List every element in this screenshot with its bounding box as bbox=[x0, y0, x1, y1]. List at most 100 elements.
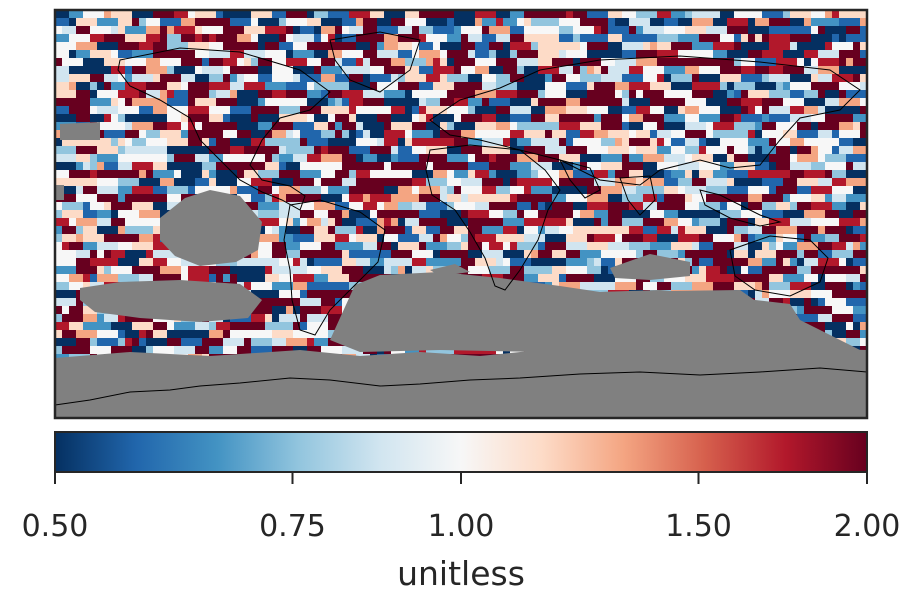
heatmap-cell bbox=[328, 10, 350, 19]
heatmap-cell bbox=[328, 146, 350, 155]
heatmap-cell bbox=[629, 98, 651, 107]
heatmap-cell bbox=[55, 170, 70, 179]
heatmap-cell bbox=[748, 194, 763, 203]
heatmap-cell bbox=[482, 98, 490, 107]
heatmap-cell bbox=[454, 138, 469, 147]
heatmap-cell bbox=[608, 202, 630, 211]
heatmap-cell bbox=[314, 10, 329, 19]
heatmap-cell bbox=[335, 122, 343, 131]
heatmap-cell bbox=[846, 258, 854, 267]
heatmap-cell bbox=[223, 330, 231, 339]
heatmap-cell bbox=[293, 178, 315, 187]
heatmap-cell bbox=[853, 162, 867, 171]
heatmap-cell bbox=[790, 202, 798, 211]
heatmap-cell bbox=[650, 82, 672, 91]
heatmap-cell bbox=[398, 18, 406, 27]
heatmap-cell bbox=[167, 330, 189, 339]
no-data-region bbox=[80, 280, 262, 322]
heatmap-cell bbox=[300, 290, 308, 299]
heatmap-cell bbox=[727, 202, 735, 211]
heatmap-cell bbox=[426, 90, 434, 99]
heatmap-cell bbox=[314, 50, 329, 59]
heatmap-cell bbox=[538, 98, 546, 107]
heatmap-cell bbox=[384, 98, 406, 107]
no-data-region bbox=[610, 254, 690, 280]
heatmap-cell bbox=[97, 42, 119, 51]
heatmap-cell bbox=[594, 130, 609, 139]
heatmap-cell bbox=[818, 154, 826, 163]
heatmap-cell bbox=[797, 186, 812, 195]
heatmap-cell bbox=[426, 114, 434, 123]
heatmap-cell bbox=[111, 138, 119, 147]
heatmap-cell bbox=[342, 154, 357, 163]
heatmap-cell bbox=[769, 18, 791, 27]
heatmap-cell bbox=[370, 10, 385, 19]
heatmap-cell bbox=[664, 114, 686, 123]
heatmap-cell bbox=[447, 202, 455, 211]
heatmap-cell bbox=[447, 194, 462, 203]
heatmap-cell bbox=[685, 90, 693, 99]
heatmap-cell bbox=[146, 338, 168, 347]
heatmap-cell bbox=[384, 10, 406, 19]
heatmap-cell bbox=[699, 210, 721, 219]
heatmap-cell bbox=[153, 122, 168, 131]
heatmap-cell bbox=[762, 242, 770, 251]
heatmap-cell bbox=[398, 226, 406, 235]
heatmap-cell bbox=[398, 138, 406, 147]
heatmap-cell bbox=[573, 202, 588, 211]
heatmap-cell bbox=[559, 154, 574, 163]
heatmap-cell bbox=[293, 74, 301, 83]
heatmap-cell bbox=[384, 42, 399, 51]
no-data-region bbox=[55, 185, 64, 200]
heatmap-cell bbox=[405, 74, 427, 83]
heatmap-cell bbox=[671, 170, 686, 179]
heatmap-cell bbox=[643, 90, 665, 99]
heatmap-cell bbox=[447, 34, 462, 43]
heatmap-cell bbox=[433, 58, 441, 67]
heatmap-cell bbox=[762, 210, 784, 219]
heatmap-cell bbox=[713, 154, 728, 163]
heatmap-cell bbox=[755, 250, 777, 259]
heatmap-cell bbox=[251, 290, 273, 299]
heatmap-cell bbox=[734, 130, 749, 139]
heatmap-cell bbox=[475, 218, 497, 227]
heatmap-cell bbox=[825, 194, 833, 203]
heatmap-cell bbox=[650, 186, 665, 195]
heatmap-cell bbox=[832, 34, 840, 43]
heatmap-cell bbox=[342, 122, 357, 131]
heatmap-cell bbox=[839, 58, 847, 67]
heatmap-cell bbox=[398, 194, 420, 203]
heatmap-cell bbox=[601, 186, 623, 195]
heatmap-cell bbox=[790, 162, 812, 171]
heatmap-cell bbox=[720, 34, 735, 43]
heatmap-cell bbox=[258, 42, 266, 51]
heatmap-cell bbox=[454, 114, 462, 123]
heatmap-cell bbox=[167, 274, 182, 283]
heatmap-cell bbox=[468, 170, 476, 179]
heatmap-cell bbox=[699, 242, 714, 251]
heatmap-cell bbox=[811, 26, 819, 35]
heatmap-cell bbox=[440, 194, 448, 203]
heatmap-cell bbox=[139, 330, 147, 339]
heatmap-cell bbox=[118, 74, 126, 83]
heatmap-cell bbox=[580, 114, 588, 123]
heatmap-cell bbox=[524, 146, 546, 155]
heatmap-cell bbox=[853, 322, 861, 331]
heatmap-cell bbox=[559, 178, 581, 187]
heatmap-cell bbox=[580, 66, 588, 75]
heatmap-cell bbox=[230, 106, 252, 115]
heatmap-cell bbox=[195, 178, 210, 187]
heatmap-cell bbox=[251, 346, 273, 355]
heatmap-cell bbox=[125, 218, 133, 227]
heatmap-cell bbox=[405, 226, 413, 235]
heatmap-cell bbox=[734, 122, 756, 131]
heatmap-cell bbox=[762, 74, 770, 83]
heatmap-cell bbox=[55, 266, 77, 275]
heatmap-cell bbox=[657, 58, 672, 67]
heatmap-cell bbox=[496, 82, 518, 91]
heatmap-cell bbox=[272, 226, 280, 235]
heatmap-cell bbox=[426, 58, 434, 67]
heatmap-cell bbox=[426, 162, 434, 171]
heatmap-cell bbox=[489, 170, 497, 179]
heatmap-cell bbox=[601, 266, 609, 275]
